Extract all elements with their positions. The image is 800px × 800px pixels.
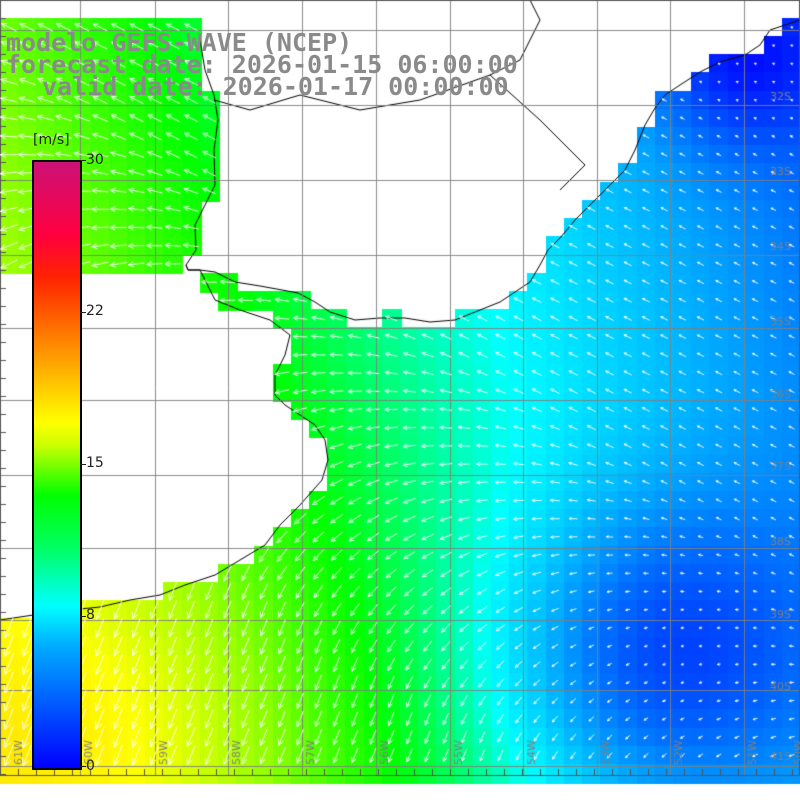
colorbar-unit: [m/s]: [33, 132, 70, 148]
colorbar-tickmark: [80, 312, 86, 313]
colorbar-tickmark: [80, 616, 86, 617]
valid-date: valid date: 2026-01-17 00:00:00: [42, 72, 509, 101]
forecast-date: forecast date: 2026-01-15 06:00:00: [6, 50, 518, 79]
colorbar-tick-label: 22: [86, 303, 104, 319]
colorbar-tick-label: 8: [86, 607, 95, 623]
colorbar-tickmark: [80, 464, 86, 465]
colorbar: [32, 160, 82, 770]
colorbar-tick-label: 15: [86, 455, 104, 471]
colorbar-tick-label: 30: [86, 152, 104, 168]
colorbar-tickmark: [80, 160, 86, 161]
colorbar-tick-label: 0: [86, 758, 95, 774]
model-title: modelo GEFS-WAVE (NCEP): [6, 28, 353, 57]
colorbar-tickmark: [80, 766, 86, 767]
